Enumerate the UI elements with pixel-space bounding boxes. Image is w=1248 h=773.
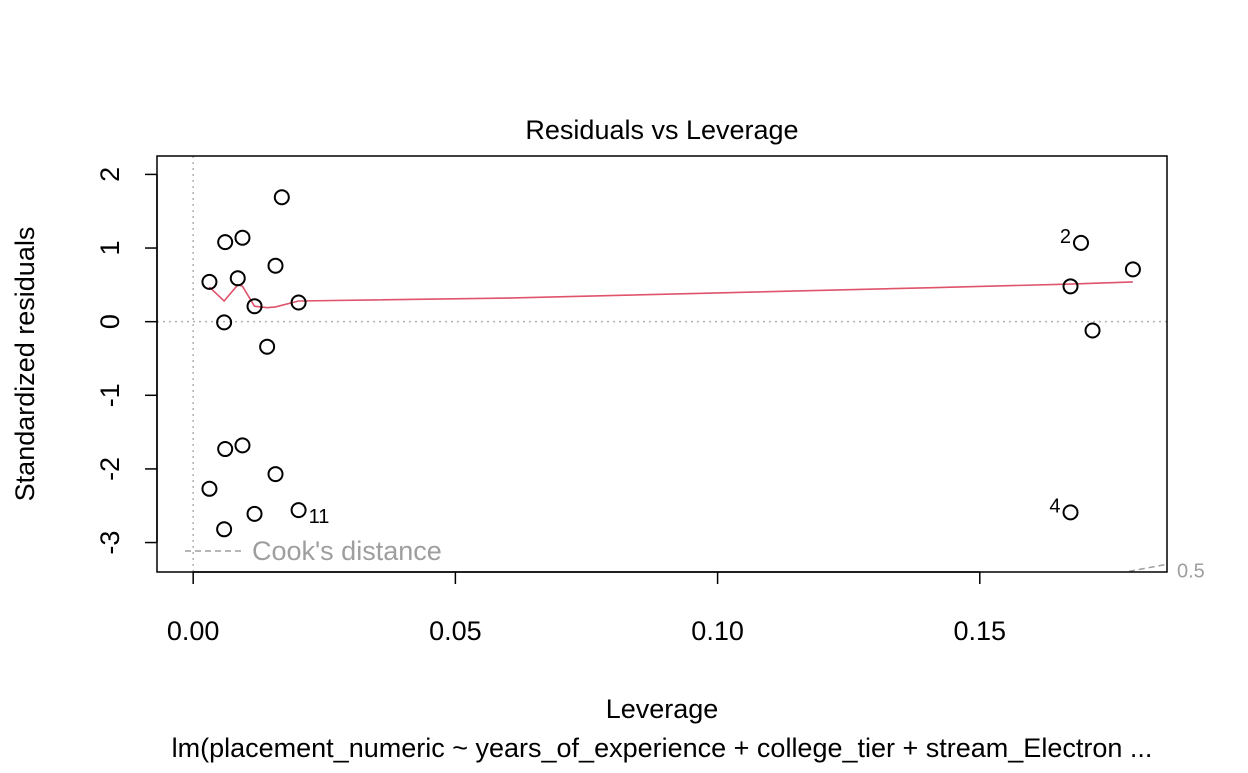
- point-label: 2: [1060, 226, 1071, 248]
- x-tick-label: 0.15: [954, 616, 1007, 646]
- data-point: [234, 229, 251, 246]
- data-point: [1062, 504, 1079, 521]
- data-point: [201, 480, 218, 497]
- data-point: [267, 257, 284, 274]
- y-tick-label: -3: [95, 531, 125, 555]
- data-point: [273, 189, 290, 206]
- y-axis-label: Standardized residuals: [10, 227, 40, 502]
- x-tick-label: 0.10: [691, 616, 744, 646]
- data-point: [1062, 278, 1079, 295]
- data-point: [234, 437, 251, 454]
- data-point: [229, 270, 246, 287]
- y-tick-label: -1: [95, 383, 125, 407]
- data-point: [1124, 261, 1141, 278]
- point-label: 4: [1049, 495, 1060, 517]
- chart-title: Residuals vs Leverage: [525, 115, 798, 145]
- y-tick-label: 0: [95, 314, 125, 329]
- data-point: [267, 466, 284, 483]
- point-label: 11: [309, 506, 330, 528]
- model-caption: lm(placement_numeric ~ years_of_experien…: [172, 733, 1153, 763]
- y-axis: -3 -2 -1 0 1 2: [95, 167, 158, 555]
- data-point: [259, 338, 276, 355]
- y-tick-label: -2: [95, 457, 125, 481]
- data-point: [216, 521, 233, 538]
- data-point: [246, 505, 263, 522]
- data-point: [290, 294, 307, 311]
- data-point: [217, 441, 234, 458]
- x-axis: 0.00 0.05 0.10 0.15: [167, 571, 1007, 646]
- x-axis-label: Leverage: [606, 694, 719, 724]
- y-tick-label: 1: [95, 241, 125, 256]
- data-point: [1072, 234, 1089, 251]
- plot-area: 0.5 11 4 2 Cook's distance: [157, 156, 1205, 582]
- y-tick-label: 2: [95, 167, 125, 182]
- data-point: [201, 273, 218, 290]
- data-point: [216, 314, 233, 331]
- smoother-line: [208, 281, 1133, 309]
- cooks-contour-label: 0.5: [1177, 560, 1205, 582]
- data-point: [217, 234, 234, 251]
- data-point: [246, 298, 263, 315]
- data-point: [1084, 322, 1101, 339]
- legend-label: Cook's distance: [252, 536, 442, 566]
- x-tick-label: 0.00: [167, 616, 220, 646]
- x-tick-label: 0.05: [429, 616, 482, 646]
- data-point: [290, 502, 307, 519]
- cooks-distance-contour: [1128, 563, 1168, 573]
